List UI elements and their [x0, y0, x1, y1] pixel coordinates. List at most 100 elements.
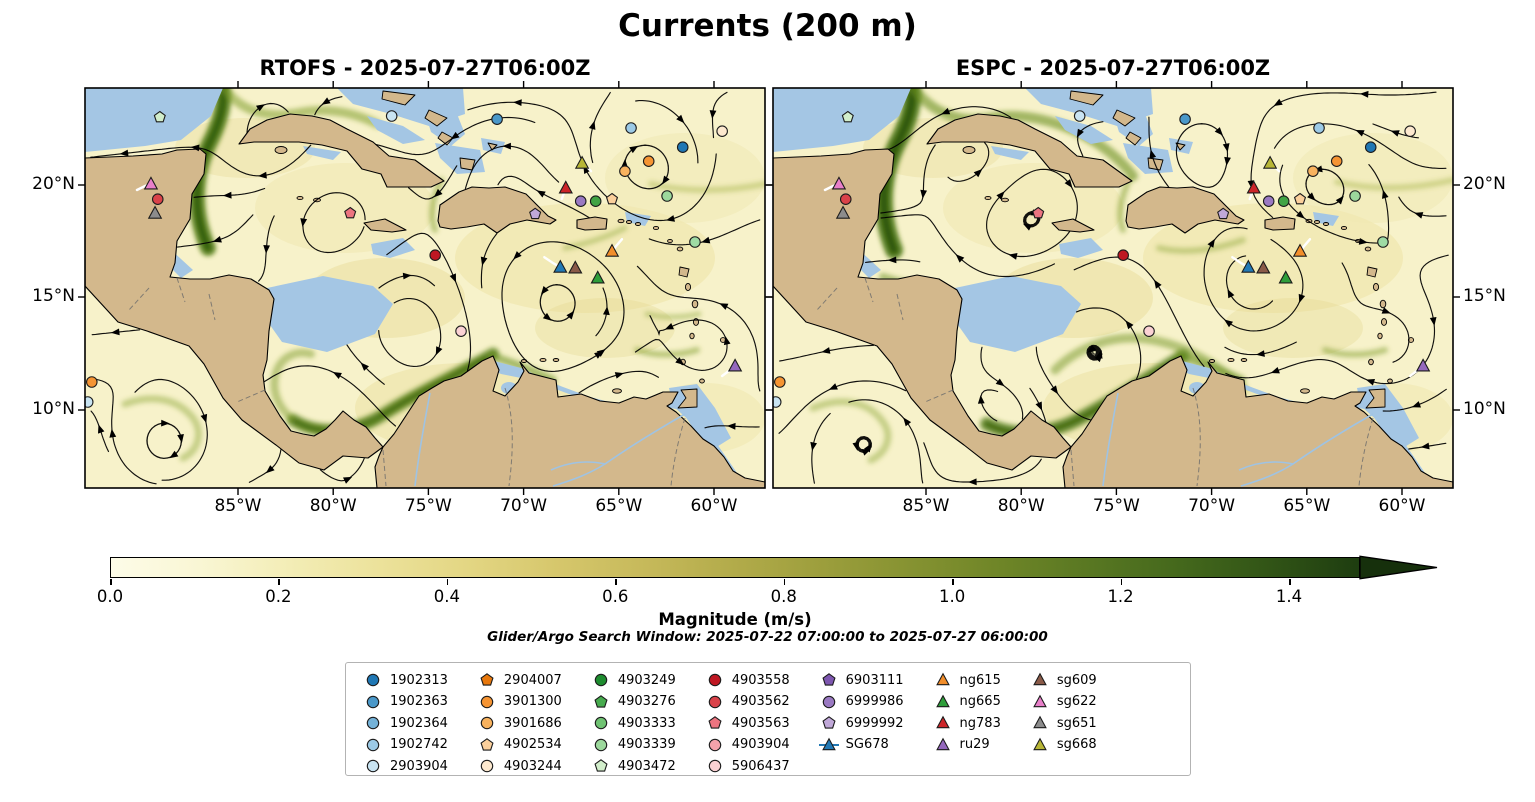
- legend-item-label: 5906437: [731, 758, 790, 774]
- colorbar-tick: [783, 579, 786, 585]
- map-panel-rtofs: [78, 81, 772, 495]
- map-frame: [84, 87, 766, 489]
- legend-item-sg622: sg622: [1029, 692, 1097, 713]
- legend-item-4903339: 4903339: [590, 735, 676, 756]
- legend-item-label: 2903904: [390, 758, 448, 774]
- colorbar-tick-label: 1.0: [939, 587, 966, 606]
- triangle-marker-icon: [1033, 672, 1047, 686]
- map-marker: [1143, 325, 1155, 337]
- map-svg: [78, 81, 772, 495]
- lon-tick-label: 65°W: [595, 496, 643, 516]
- legend-item-label: 4903562: [731, 694, 790, 710]
- map-marker: [1278, 270, 1293, 284]
- circle-marker-icon: [594, 738, 608, 752]
- circle-marker-icon: [822, 695, 835, 709]
- legend-item-4903563: 4903563: [704, 713, 790, 734]
- map-marker: [589, 195, 602, 207]
- lon-tick-label: 80°W: [309, 496, 357, 516]
- triangle-line-marker-icon: [818, 737, 839, 750]
- colorbar-tick: [278, 579, 280, 585]
- colorbar-tick: [1120, 579, 1123, 585]
- legend-item-label: ng783: [959, 715, 1001, 731]
- map-marker: [1404, 125, 1416, 137]
- legend-item-3901300: 3901300: [476, 692, 562, 713]
- map-marker: [344, 206, 357, 219]
- pentagon-marker-icon: [480, 673, 494, 686]
- map-marker: [1377, 236, 1389, 248]
- map-marker: [1246, 180, 1261, 194]
- legend-item-4902534: 4902534: [476, 735, 562, 756]
- map-marker: [661, 190, 673, 202]
- triangle-marker-icon: [935, 737, 950, 750]
- legend-item-4903249: 4903249: [590, 670, 676, 691]
- map-marker: [1217, 207, 1230, 220]
- legend-item-label: sg622: [1056, 694, 1097, 710]
- legend-item-4903558: 4903558: [704, 670, 790, 691]
- colorbar-tick-label: 0.6: [602, 587, 629, 606]
- legend-item-sg668: sg668: [1029, 735, 1097, 756]
- circle-marker-icon: [480, 716, 494, 730]
- platform-markers-layer: [773, 110, 1431, 408]
- lat-tick-label: 10°N: [1463, 399, 1506, 419]
- search-window-annotation: Glider/Argo Search Window: 2025-07-22 07…: [487, 629, 1048, 645]
- map-marker: [1179, 113, 1191, 125]
- triangle-marker-icon: [1033, 694, 1047, 707]
- circle-marker-icon: [366, 738, 380, 752]
- map-marker: [1415, 358, 1431, 372]
- map-marker: [625, 122, 637, 134]
- map-frame: [772, 87, 1454, 489]
- map-marker: [839, 193, 852, 205]
- lon-tick-label: 80°W: [997, 496, 1045, 516]
- legend-column: 1902313 1902363 1902364 1902742 2903904: [362, 670, 448, 777]
- legend-item-ng665: ng665: [932, 692, 1001, 713]
- map-marker: [1330, 155, 1343, 167]
- legend-item-label: 4903333: [617, 715, 676, 731]
- map-marker: [1364, 141, 1377, 153]
- lon-tick-label: 70°W: [1188, 496, 1236, 516]
- legend-column: 4903249 4903276 4903333 4903339 4903472: [590, 670, 676, 777]
- circle-marker-icon: [366, 716, 380, 730]
- legend-item-6999992: 6999992: [818, 713, 904, 734]
- triangle-marker-icon: [935, 672, 950, 686]
- legend-item-1902742: 1902742: [362, 735, 448, 756]
- legend-item-label: 4903904: [731, 737, 790, 753]
- colorbar-tick-label: 1.2: [1107, 587, 1134, 606]
- legend-item-sg609: sg609: [1029, 670, 1097, 691]
- legend-box: 1902313 1902363 1902364 1902742 2903904 29040…: [345, 662, 1191, 776]
- panel-title-rtofs: RTOFS - 2025-07-27T06:00Z: [259, 56, 591, 80]
- triangle-marker-icon: [1033, 715, 1047, 729]
- map-marker: [1262, 195, 1275, 207]
- legend-item-label: 1902364: [390, 715, 448, 731]
- map-marker: [1241, 259, 1256, 273]
- map-marker: [1293, 192, 1307, 205]
- map-marker: [1307, 165, 1319, 177]
- lon-tick-label: 75°W: [1092, 496, 1140, 516]
- circle-marker-icon: [594, 673, 608, 687]
- land-layer: [85, 90, 765, 488]
- lat-tick-label: 15°N: [32, 286, 75, 306]
- map-marker: [1313, 122, 1325, 134]
- map-marker: [151, 193, 164, 205]
- map-marker: [727, 358, 743, 372]
- lat-tick-label: 15°N: [1463, 286, 1506, 306]
- colorbar-extend-arrow: [1359, 555, 1438, 580]
- legend-item-label: ru29: [959, 737, 990, 753]
- map-marker: [568, 260, 583, 274]
- legend-item-label: SG678: [845, 737, 889, 753]
- map-marker: [143, 176, 159, 190]
- colorbar-label: Magnitude (m/s): [658, 610, 812, 629]
- legend-item-label: 1902313: [390, 672, 448, 688]
- map-marker: [1032, 206, 1045, 219]
- legend-column: 6903111 6999986 6999992 SG678: [818, 670, 904, 755]
- map-marker: [1256, 260, 1271, 274]
- pentagon-marker-icon: [594, 694, 608, 708]
- lon-tick-label: 85°W: [902, 496, 950, 516]
- pentagon-marker-icon: [822, 673, 836, 686]
- legend-item-label: 3901686: [503, 715, 562, 731]
- pentagon-marker-icon: [480, 737, 494, 751]
- colorbar-gradient: [110, 557, 1360, 578]
- map-marker: [429, 249, 441, 261]
- map-marker: [676, 141, 689, 153]
- lon-tick-label: 65°W: [1283, 496, 1331, 516]
- map-marker: [1349, 190, 1361, 202]
